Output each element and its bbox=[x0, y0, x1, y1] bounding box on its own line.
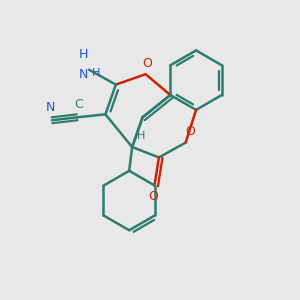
Text: N: N bbox=[78, 68, 88, 81]
Text: H: H bbox=[92, 68, 100, 78]
Text: O: O bbox=[148, 190, 158, 203]
Text: O: O bbox=[185, 125, 195, 138]
Text: N: N bbox=[46, 101, 55, 114]
Text: H: H bbox=[78, 48, 88, 61]
Text: O: O bbox=[142, 57, 152, 70]
Text: H: H bbox=[137, 131, 145, 141]
Text: C: C bbox=[74, 98, 83, 111]
